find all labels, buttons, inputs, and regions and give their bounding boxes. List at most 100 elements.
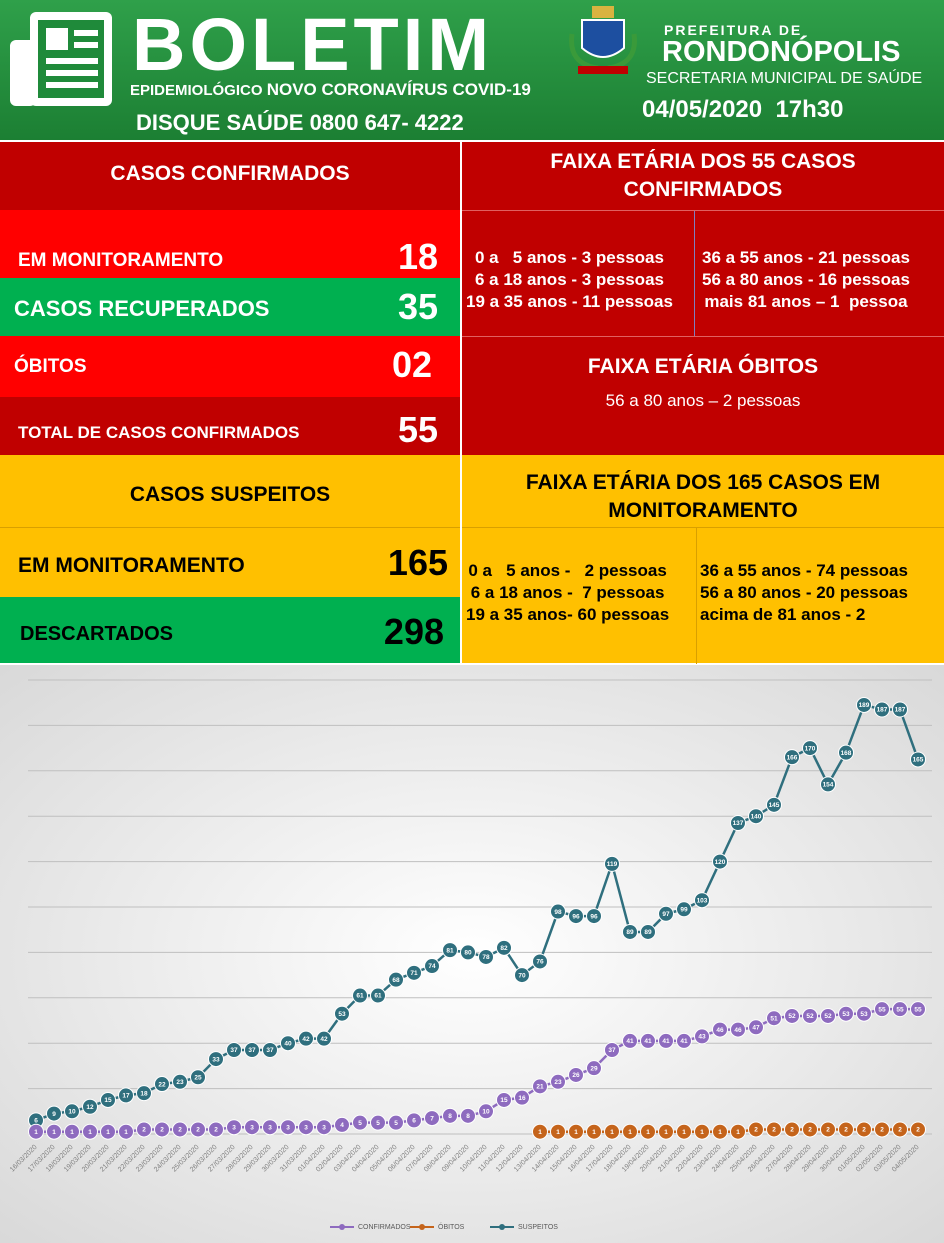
row-label: ÓBITOS [14, 356, 87, 377]
data-label: 41 [662, 1038, 670, 1045]
data-label: 154 [823, 782, 834, 789]
point [514, 1089, 530, 1106]
data-label: 168 [841, 750, 852, 757]
header: BOLETIM EPIDEMIOLÓGICO NOVO CORONAVÍRUS … [0, 0, 944, 140]
point [892, 1001, 908, 1018]
point [550, 1073, 566, 1090]
legend-marker [499, 1224, 505, 1230]
point [442, 942, 458, 959]
data-label: 2 [196, 1127, 200, 1134]
org-1: PREFEITURA DE [664, 22, 803, 38]
data-label: 53 [860, 1011, 868, 1018]
data-label: 61 [374, 993, 382, 1000]
point [532, 1078, 548, 1095]
point [334, 1116, 350, 1133]
row-value: 02 [391, 344, 432, 385]
data-label: 145 [769, 802, 780, 809]
point [838, 1005, 854, 1022]
point [874, 701, 890, 718]
data-label: 40 [284, 1040, 292, 1047]
data-label: 41 [680, 1038, 688, 1045]
age-deaths-title: FAIXA ETÁRIA ÓBITOS [587, 355, 819, 378]
data-label: 37 [230, 1047, 238, 1054]
point [388, 1114, 404, 1131]
data-label: 3 [232, 1124, 236, 1131]
data-label: 55 [914, 1006, 922, 1013]
data-label: 37 [266, 1047, 274, 1054]
row: DESCARTADOS 298 [0, 597, 460, 663]
data-label: 15 [500, 1097, 508, 1104]
point [424, 1110, 440, 1127]
point [640, 923, 656, 940]
data-label: 140 [751, 813, 762, 820]
data-label: 2 [898, 1127, 902, 1134]
data-label: 10 [68, 1109, 76, 1116]
age-line: 56 a 80 anos - 16 pessoas [702, 270, 910, 289]
data-label: 1 [592, 1129, 596, 1136]
point [856, 1121, 872, 1138]
point [406, 964, 422, 981]
point [82, 1098, 98, 1115]
point [694, 892, 710, 909]
data-label: 187 [877, 707, 888, 714]
point [262, 1042, 278, 1059]
age-line: 36 a 55 anos - 21 pessoas [702, 248, 910, 267]
data-label: 2 [808, 1127, 812, 1134]
suspected-title: CASOS SUSPEITOS [0, 455, 460, 527]
point [658, 1123, 674, 1140]
data-label: 4 [340, 1122, 344, 1129]
age-confirmed: 0 a 5 anos - 3 pessoas 6 a 18 anos - 3 pe… [462, 210, 944, 337]
point [136, 1085, 152, 1102]
data-label: 1 [52, 1129, 56, 1136]
point [100, 1123, 116, 1140]
point [676, 1123, 692, 1140]
data-label: 103 [697, 897, 708, 904]
data-label: 76 [536, 959, 544, 966]
title: BOLETIM [132, 3, 493, 86]
point [532, 1123, 548, 1140]
icon [10, 12, 112, 106]
phone: DISQUE SAÚDE 0800 647- 4222 [136, 110, 464, 135]
point [298, 1119, 314, 1136]
point [460, 1107, 476, 1124]
row: ÓBITOS 02 [0, 336, 460, 397]
row-value: 298 [383, 611, 444, 652]
row: EM MONITORAMENTO 18 [0, 210, 460, 278]
point [154, 1121, 170, 1138]
row-label: CASOS RECUPERADOS [14, 296, 270, 321]
point [550, 903, 566, 920]
data-label: 25 [194, 1074, 202, 1081]
point [514, 967, 530, 984]
age-line: 0 a 5 anos - 2 pessoas [468, 561, 667, 580]
data-label: 137 [733, 820, 744, 827]
data-label: 1 [628, 1129, 632, 1136]
data-label: 3 [322, 1124, 326, 1131]
date: 04/05/2020 17h30 [642, 96, 844, 123]
point [604, 1123, 620, 1140]
data-label: 18 [140, 1090, 148, 1097]
confirmed-title: CASOS CONFIRMADOS [0, 142, 460, 210]
data-label: 166 [787, 754, 798, 761]
point [226, 1042, 242, 1059]
point [910, 751, 926, 768]
data-label: 37 [248, 1047, 256, 1054]
point [802, 1007, 818, 1024]
data-label: 6 [34, 1118, 38, 1125]
point [316, 1030, 332, 1047]
point [298, 1030, 314, 1047]
point [190, 1069, 206, 1086]
data-label: 8 [466, 1113, 470, 1120]
point [460, 944, 476, 961]
data-label: 8 [448, 1113, 452, 1120]
point [622, 1032, 638, 1049]
row-value: 18 [397, 236, 438, 277]
data-label: 2 [862, 1127, 866, 1134]
point [802, 1121, 818, 1138]
data-label: 96 [590, 913, 598, 920]
data-label: 55 [878, 1006, 886, 1013]
point [694, 1028, 710, 1045]
age-line: mais 81 anos – 1 pessoa [704, 292, 908, 311]
point [82, 1123, 98, 1140]
data-label: 80 [464, 950, 472, 957]
